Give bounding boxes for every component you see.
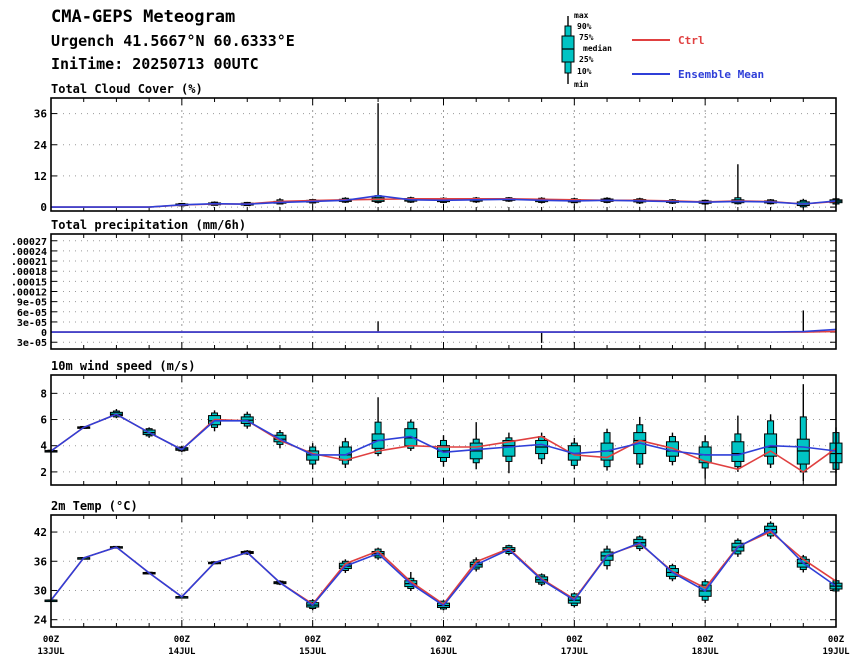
legend-box-label: 25% xyxy=(579,55,594,64)
panel-frame xyxy=(50,374,837,486)
legend-ctrl-label: Ctrl xyxy=(678,34,705,47)
ensemble-mean-line xyxy=(50,528,837,607)
x-tick-label-time: 00Z xyxy=(828,635,845,645)
panel-title: Total precipitation (mm/6h) xyxy=(51,218,246,232)
y-tick-label: 2 xyxy=(40,466,47,479)
y-tick-label: .00012 xyxy=(11,288,47,299)
ensemble-box xyxy=(535,432,549,465)
panel-3 xyxy=(44,514,843,628)
x-tick-label-date: 15JUL xyxy=(299,647,327,657)
x-tick-label-time: 00Z xyxy=(435,635,452,645)
ensemble-box xyxy=(371,103,385,204)
location-label: Urgench 41.5667°N 60.6333°E xyxy=(51,32,295,50)
ensemble-box xyxy=(731,164,745,205)
legend-box-label: median xyxy=(583,43,612,53)
box-25-75 xyxy=(796,438,810,465)
x-tick-label-date: 17JUL xyxy=(561,647,589,657)
y-tick-label: 8 xyxy=(40,387,47,400)
y-tick-label: 30 xyxy=(34,584,47,597)
ensemble-mean-line xyxy=(50,413,837,456)
panel-1 xyxy=(50,233,837,350)
x-tick-label-date: 18JUL xyxy=(692,647,720,657)
legend-box-label: max xyxy=(574,11,589,20)
y-tick-label: 6e-05 xyxy=(17,308,47,319)
y-tick-label: 4 xyxy=(40,440,47,453)
x-tick-label-time: 00Z xyxy=(174,635,191,645)
panel-title: 2m Temp (°C) xyxy=(51,499,138,513)
ensemble-box xyxy=(731,415,745,472)
ensemble-mean-line xyxy=(51,328,837,333)
x-tick-label-time: 00Z xyxy=(305,635,322,645)
y-tick-label: 24 xyxy=(34,139,48,152)
y-tick-label: 0 xyxy=(41,328,47,339)
box-25-75 xyxy=(502,439,516,457)
panel-2 xyxy=(44,374,843,486)
legend-box-label: 90% xyxy=(577,22,592,31)
legend-box-label: min xyxy=(574,79,589,89)
y-tick-label: .00021 xyxy=(11,257,47,268)
init-time-label: IniTime: 20250713 00UTC xyxy=(51,55,259,73)
legend-mean-label: Ensemble Mean xyxy=(678,68,764,81)
x-tick-label-time: 00Z xyxy=(566,635,583,645)
ensemble-box xyxy=(764,414,778,468)
panel-title: 10m wind speed (m/s) xyxy=(51,359,196,373)
panel-title: Total Cloud Cover (%) xyxy=(51,82,203,96)
x-tick-label-date: 13JUL xyxy=(37,647,65,657)
ensemble-box xyxy=(502,432,516,474)
y-tick-label: 42 xyxy=(34,526,47,539)
x-tick-label-time: 00Z xyxy=(43,635,60,645)
y-tick-label: 36 xyxy=(34,108,48,121)
y-tick-label: 24 xyxy=(34,614,48,627)
ensemble-box xyxy=(371,397,385,457)
panel-frame xyxy=(50,514,837,628)
panel-frame xyxy=(50,233,837,350)
legend-box-label: 10% xyxy=(577,67,592,76)
y-tick-label: .00024 xyxy=(11,247,47,258)
x-tick-label-date: 16JUL xyxy=(430,647,458,657)
y-tick-label: 6 xyxy=(40,414,47,427)
y-tick-label: .00018 xyxy=(11,267,47,278)
legend-box-glyph xyxy=(561,16,575,84)
y-tick-label: 12 xyxy=(34,170,47,183)
box-25-75 xyxy=(731,441,745,462)
x-tick-label-time: 00Z xyxy=(697,635,714,645)
ensemble-mean-line xyxy=(51,194,837,208)
y-tick-label: 36 xyxy=(34,555,48,568)
ensemble-box xyxy=(306,443,320,470)
ensemble-box xyxy=(600,545,614,570)
y-tick-label: 3e-05 xyxy=(17,338,47,349)
ensemble-box xyxy=(796,384,810,482)
y-tick-label: 0 xyxy=(40,201,47,214)
panel-frame xyxy=(50,97,837,212)
y-tick-label: .00027 xyxy=(11,237,47,248)
chart-title: CMA-GEPS Meteogram xyxy=(51,7,236,27)
y-tick-label: 3e-05 xyxy=(17,318,47,329)
y-tick-label: .00015 xyxy=(11,277,47,288)
y-tick-label: 9e-05 xyxy=(17,298,47,309)
panel-0 xyxy=(50,97,843,212)
x-tick-label-date: 14JUL xyxy=(168,647,196,657)
legend-box-label: 75% xyxy=(579,33,594,42)
x-tick-label-date: 19JUL xyxy=(822,647,850,657)
ensemble-box xyxy=(698,435,712,479)
